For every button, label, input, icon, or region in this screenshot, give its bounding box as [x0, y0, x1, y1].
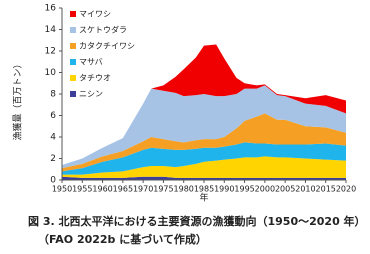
y-tick-label: 4	[50, 133, 56, 143]
area	[62, 176, 346, 180]
caption: 図 3. 北西太平洋における主要資源の漁獲動向（1950～2020 年）	[28, 214, 366, 228]
y-tick-label: 14	[45, 25, 57, 35]
y-tick-label: 0	[50, 176, 56, 186]
x-tick-label: 2015	[316, 185, 336, 194]
area	[62, 44, 346, 165]
x-tick-label: 2020	[336, 185, 356, 194]
x-tick-label: 1995	[234, 185, 254, 194]
x-tick-label: 1985	[194, 185, 214, 194]
legend-label: ニシン	[79, 90, 103, 99]
legend-swatch	[70, 75, 76, 81]
y-tick-label: 2	[50, 154, 56, 164]
x-tick-label: 1955	[72, 185, 92, 194]
legend-label: マサバ	[79, 58, 103, 67]
x-tick-label: 1990	[214, 185, 234, 194]
area	[62, 142, 346, 175]
legend-swatch	[70, 43, 76, 49]
x-tick-label: 2010	[295, 185, 315, 194]
legend-swatch	[70, 27, 76, 33]
x-tick-label: 1965	[113, 185, 133, 194]
x-axis-title: 年	[199, 192, 208, 204]
y-tick-label: 6	[50, 111, 56, 121]
area	[62, 85, 346, 169]
source: （FAO 2022b に基づいて作成）	[38, 232, 207, 246]
y-tick-label: 10	[45, 68, 57, 78]
legend-label: スケトウダラ	[79, 25, 127, 35]
legend-swatch	[70, 91, 76, 97]
x-tick-label: 2000	[255, 185, 275, 194]
x-tick-label: 1970	[133, 185, 153, 194]
legend-label: マイワシ	[79, 10, 111, 19]
legend-label: カタクチイワシ	[79, 42, 135, 51]
y-tick-label: 16	[45, 4, 57, 14]
x-tick-label: 1975	[153, 185, 173, 194]
x-tick-label: 1950	[52, 185, 72, 194]
y-tick-label: 8	[50, 90, 56, 100]
y-tick-label: 12	[45, 47, 56, 57]
legend-swatch	[70, 11, 76, 17]
y-axis-title: 漁獲量（百万トン）	[12, 59, 24, 140]
area	[62, 156, 346, 178]
x-tick-label: 1960	[92, 185, 112, 194]
x-tick-label: 2005	[275, 185, 295, 194]
legend-label: タチウオ	[79, 74, 111, 83]
area	[62, 113, 346, 172]
x-tick-label: 1980	[174, 185, 194, 194]
legend-swatch	[70, 59, 76, 65]
